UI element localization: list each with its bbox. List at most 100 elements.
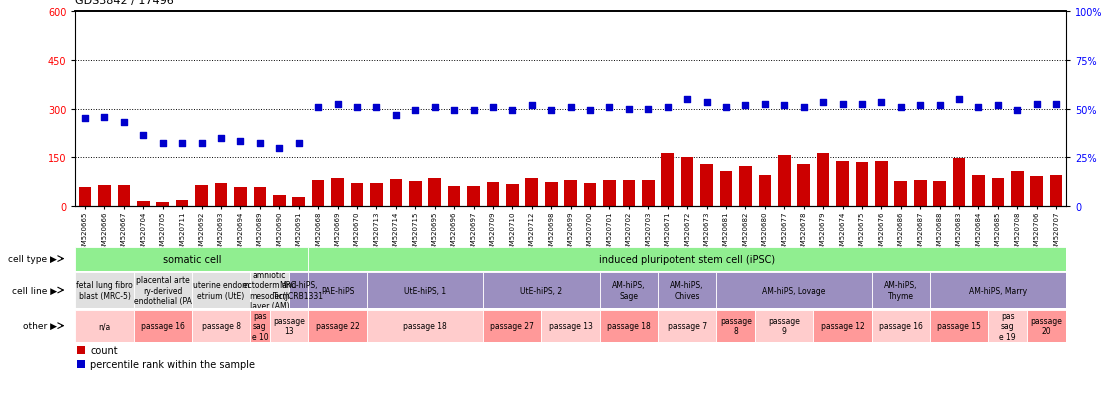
Bar xyxy=(350,184,363,206)
Point xyxy=(892,104,910,111)
Point xyxy=(134,132,152,139)
Bar xyxy=(311,180,325,206)
Bar xyxy=(875,161,888,206)
Bar xyxy=(603,181,616,206)
Point xyxy=(484,104,502,111)
Point xyxy=(95,114,113,121)
Bar xyxy=(308,272,367,309)
Bar xyxy=(137,202,150,206)
Bar xyxy=(483,272,599,309)
Point xyxy=(872,100,890,106)
Bar xyxy=(623,181,635,206)
Bar xyxy=(234,187,247,206)
Bar xyxy=(254,188,266,206)
Text: UtE-hiPS, 2: UtE-hiPS, 2 xyxy=(521,286,563,295)
Point xyxy=(154,140,172,147)
Bar xyxy=(988,310,1027,342)
Point xyxy=(464,108,482,114)
Bar xyxy=(798,164,810,206)
Bar xyxy=(872,272,930,309)
Point xyxy=(212,135,229,142)
Text: passage 7: passage 7 xyxy=(668,321,707,330)
Bar xyxy=(331,179,343,206)
Point xyxy=(989,103,1007,109)
Point xyxy=(814,100,832,106)
Bar xyxy=(134,272,192,309)
Bar xyxy=(390,180,402,206)
Bar xyxy=(914,181,926,206)
Point xyxy=(329,101,347,108)
Text: MRC-hiPS,
Tic(JCRB1331: MRC-hiPS, Tic(JCRB1331 xyxy=(274,281,325,300)
Bar xyxy=(542,310,599,342)
Bar xyxy=(700,164,712,206)
Bar xyxy=(79,187,91,206)
Text: GDS3842 / 17496: GDS3842 / 17496 xyxy=(75,0,174,6)
Point xyxy=(1028,101,1046,108)
Bar xyxy=(192,272,250,309)
Point xyxy=(445,108,463,114)
Bar xyxy=(599,310,658,342)
Bar xyxy=(370,184,382,206)
Bar xyxy=(564,181,577,206)
Text: passage
13: passage 13 xyxy=(273,316,305,335)
Point xyxy=(348,104,366,111)
Text: somatic cell: somatic cell xyxy=(163,254,222,264)
Point xyxy=(951,97,968,103)
Text: pas
sag
e 19: pas sag e 19 xyxy=(999,311,1016,341)
Text: passage
20: passage 20 xyxy=(1030,316,1063,335)
Bar xyxy=(992,178,1004,206)
Bar xyxy=(1027,310,1066,342)
Text: induced pluripotent stem cell (iPSC): induced pluripotent stem cell (iPSC) xyxy=(599,254,776,264)
Point xyxy=(270,145,288,152)
Point xyxy=(756,101,773,108)
Bar xyxy=(176,201,188,206)
Bar xyxy=(953,159,965,206)
Bar xyxy=(506,185,519,206)
Bar xyxy=(894,182,907,206)
Text: cell line ▶: cell line ▶ xyxy=(11,286,57,295)
Point xyxy=(407,108,424,114)
Bar xyxy=(269,310,308,342)
Text: UtE-hiPS, 1: UtE-hiPS, 1 xyxy=(404,286,447,295)
Point xyxy=(173,140,191,147)
Bar xyxy=(658,272,716,309)
Bar xyxy=(933,182,946,206)
Bar xyxy=(930,310,988,342)
Bar xyxy=(448,186,461,206)
Point xyxy=(776,103,793,109)
Text: passage 8: passage 8 xyxy=(202,321,240,330)
Point xyxy=(639,106,657,113)
Point xyxy=(912,103,930,109)
Text: AM-hiPS, Lovage: AM-hiPS, Lovage xyxy=(762,286,825,295)
Text: uterine endom
etrium (UtE): uterine endom etrium (UtE) xyxy=(193,281,249,300)
Bar xyxy=(78,360,85,368)
Point xyxy=(678,97,696,103)
Text: placental arte
ry-derived
endothelial (PA: placental arte ry-derived endothelial (P… xyxy=(134,275,192,305)
Text: AM-hiPS,
Chives: AM-hiPS, Chives xyxy=(670,281,704,300)
Text: cell type ▶: cell type ▶ xyxy=(8,254,57,263)
Bar xyxy=(156,203,170,206)
Point xyxy=(252,140,269,147)
Bar xyxy=(78,347,85,354)
Text: amniotic
ectoderm and
mesoderm
layer (AM): amniotic ectoderm and mesoderm layer (AM… xyxy=(243,270,296,311)
Bar xyxy=(680,157,694,206)
Point xyxy=(717,104,735,111)
Bar xyxy=(215,184,227,206)
Text: passage 27: passage 27 xyxy=(491,321,534,330)
Bar xyxy=(409,182,421,206)
Text: AM-hiPS,
Sage: AM-hiPS, Sage xyxy=(612,281,646,300)
Bar xyxy=(99,185,111,206)
Bar xyxy=(658,310,716,342)
Text: passage 15: passage 15 xyxy=(937,321,981,330)
Bar xyxy=(599,272,658,309)
Bar xyxy=(930,272,1066,309)
Text: passage 16: passage 16 xyxy=(141,321,185,330)
Text: passage
8: passage 8 xyxy=(720,316,751,335)
Point xyxy=(737,103,755,109)
Point xyxy=(76,116,94,123)
Point xyxy=(1047,101,1065,108)
Text: PAE-hiPS: PAE-hiPS xyxy=(321,286,355,295)
Text: passage
9: passage 9 xyxy=(768,316,800,335)
Bar xyxy=(293,197,305,206)
Bar xyxy=(134,310,192,342)
